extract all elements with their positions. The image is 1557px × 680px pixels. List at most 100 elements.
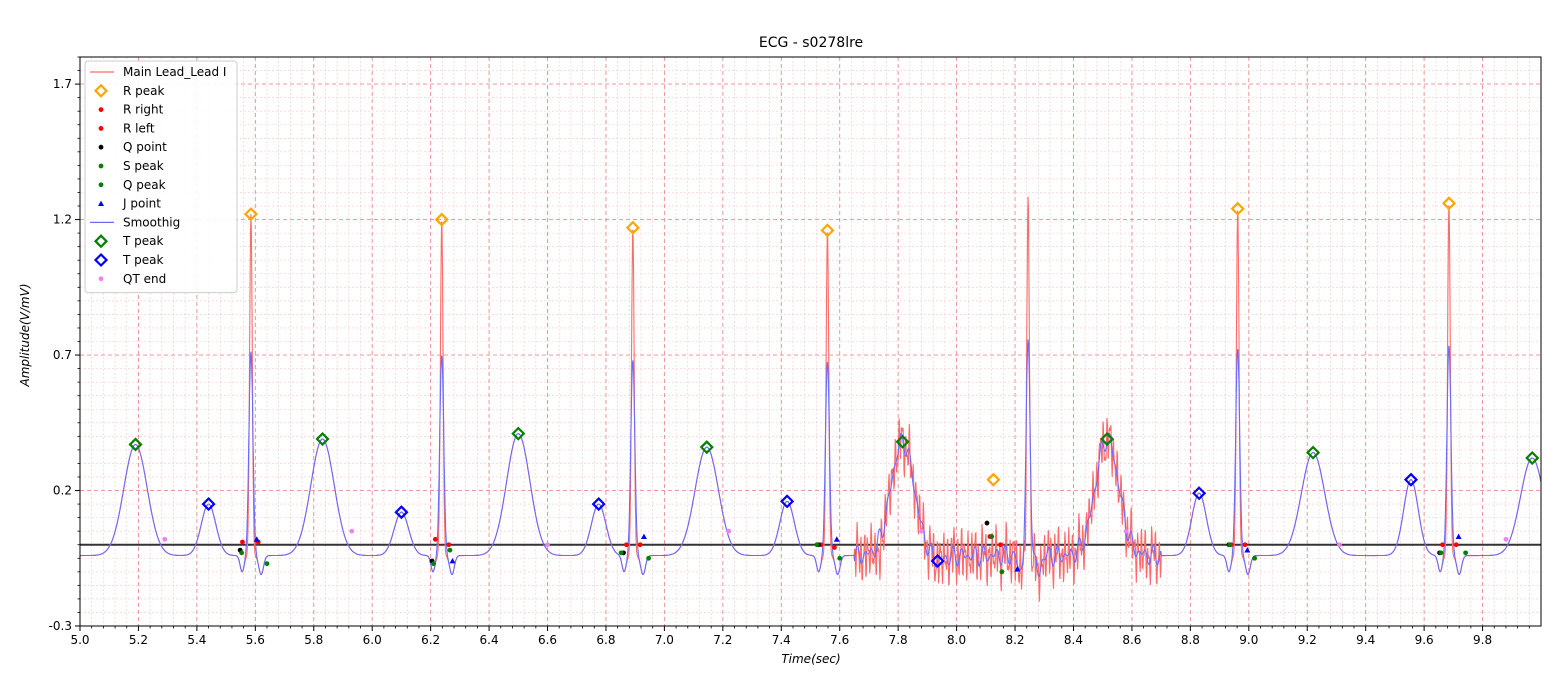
marker-s-peak [1463, 550, 1469, 556]
marker-q-peak [431, 561, 436, 567]
marker-r-peak [1230, 201, 1245, 216]
chart-title: ECG - s0278lre [759, 35, 863, 51]
marker-j-point [1244, 547, 1251, 553]
marker-s-peak [646, 555, 652, 561]
marker-r-right [637, 542, 643, 548]
marker-r-left [624, 542, 629, 548]
marker-qt-end [162, 536, 168, 542]
marker-r-peak [434, 212, 449, 227]
marker-j-point [253, 536, 260, 542]
legend-label: T peak [122, 234, 163, 248]
x-tick-label: 8.2 [1005, 633, 1024, 647]
legend-item: Smoothig [90, 215, 180, 229]
y-tick-label: 0.7 [53, 348, 72, 362]
legend-item: Main Lead_Lead I [90, 65, 226, 79]
legend-swatch-marker [98, 163, 104, 169]
x-tick-label: 8.8 [1181, 633, 1200, 647]
marker-r-left [1440, 542, 1445, 548]
marker-t-peak [201, 497, 216, 512]
legend-item: R right [98, 103, 164, 117]
x-tick-label: 6.6 [538, 633, 557, 647]
marker-r-peak [986, 472, 1001, 487]
marker-t-peak [1403, 472, 1419, 487]
x-tick-label: 8.6 [1122, 633, 1141, 647]
marker-r-left [432, 536, 438, 542]
marker-t-peak [511, 426, 526, 441]
marker-t-peak [1525, 450, 1540, 466]
legend-item: Q peak [98, 178, 166, 192]
marker-t-peak [930, 553, 945, 569]
marker-q-peak [618, 550, 624, 556]
marker-j-point [833, 536, 840, 542]
marker-r-left [240, 539, 245, 545]
marker-qt-end [1123, 528, 1129, 534]
x-tick-label: 5.8 [304, 633, 323, 647]
marker-qt-end [349, 528, 355, 534]
marker-q-peak [989, 534, 995, 539]
x-tick-label: 9.8 [1473, 633, 1492, 647]
legend-box [84, 60, 238, 294]
marker-j-point [449, 557, 456, 564]
y-tick-label: 1.7 [53, 77, 72, 91]
x-tick-label: 7.6 [830, 633, 849, 647]
x-tick-label: 7.4 [772, 633, 791, 647]
legend-swatch-marker [93, 83, 109, 98]
x-tick-label: 8.0 [947, 633, 966, 647]
marker-qt-end [1336, 542, 1342, 548]
x-tick-label: 6.2 [421, 633, 440, 647]
x-tick-label: 5.2 [129, 633, 148, 647]
x-tick-label: 6.8 [596, 633, 615, 647]
legend-label: R left [123, 121, 155, 135]
marker-r-peak [820, 223, 835, 238]
x-tick-label: 6.4 [480, 633, 499, 647]
legend-item: Q point [98, 140, 167, 154]
y-axis-label: Amplitude(V/mV) [18, 283, 32, 387]
legend-swatch-marker [98, 107, 104, 112]
x-tick-label: 5.6 [246, 633, 265, 647]
y-tick-label: -0.3 [49, 619, 72, 633]
marker-q-peak [239, 550, 244, 556]
x-tick-label: 9.0 [1239, 633, 1258, 647]
marker-s-peak [1252, 555, 1258, 561]
legend-item: S peak [98, 159, 164, 173]
x-tick-label: 7.0 [655, 633, 674, 647]
legend-swatch-marker [98, 182, 104, 188]
minor-grid [80, 56, 1541, 626]
x-tick-label: 7.2 [713, 633, 732, 647]
marker-q-peak [1227, 542, 1233, 548]
legend-label: J point [122, 197, 161, 211]
legend-swatch-marker [93, 252, 109, 268]
legend-swatch-marker [93, 234, 109, 249]
marker-t-peak [780, 494, 795, 509]
marker-r-peak [243, 207, 258, 222]
marker-qt-end [726, 528, 732, 534]
marker-s-peak [999, 569, 1005, 575]
marker-r-right [1453, 542, 1459, 548]
legend-item: R left [98, 121, 155, 135]
marker-t-peak [128, 437, 143, 452]
y-tick-label: 0.2 [53, 484, 72, 498]
x-tick-label: 9.2 [1298, 633, 1317, 647]
marker-qt-end [919, 528, 924, 534]
marker-t-peak [699, 440, 714, 455]
x-tick-label: 6.0 [363, 633, 382, 647]
legend-swatch-marker [98, 144, 104, 150]
marker-j-point [640, 533, 647, 539]
marker-r-peak [625, 220, 640, 235]
legend-item: R peak [93, 83, 165, 98]
series-smoothing-line [80, 339, 1542, 578]
marker-t-peak [315, 431, 330, 447]
marker-t-peak [1306, 445, 1321, 460]
marker-t-peak [895, 434, 910, 449]
marker-j-point [1455, 533, 1462, 539]
marker-t-peak [394, 505, 409, 520]
marker-s-peak [837, 555, 843, 561]
legend: Main Lead_Lead I R peak R right R left Q poi… [84, 60, 238, 294]
legend-label: T peak [122, 253, 163, 267]
legend-label: S peak [123, 159, 164, 173]
legend-label: Q peak [123, 178, 166, 192]
x-tick-label: 7.8 [889, 633, 908, 647]
marker-qt-end [1503, 536, 1509, 542]
marker-r-right [1242, 542, 1248, 548]
